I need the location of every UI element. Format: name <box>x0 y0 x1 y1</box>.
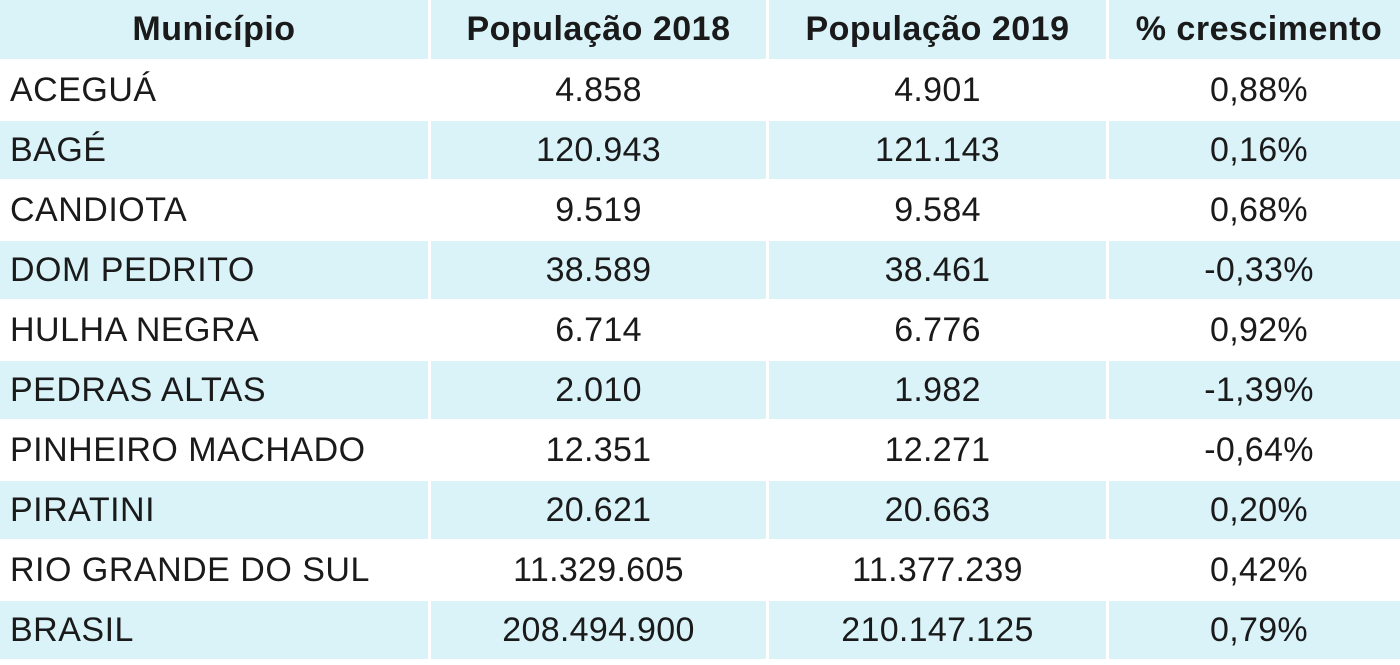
row-crescimento: 0,79% <box>1109 601 1400 661</box>
row-pop-2019: 20.663 <box>769 481 1106 541</box>
header-populacao-2019: População 2019 <box>769 0 1106 61</box>
row-pop-2018: 6.714 <box>431 301 766 361</box>
row-pop-2019: 11.377.239 <box>769 541 1106 601</box>
row-crescimento: 0,92% <box>1109 301 1400 361</box>
row-municipio: BAGÉ <box>0 121 428 181</box>
row-crescimento: 0,68% <box>1109 181 1400 241</box>
row-pop-2019: 121.143 <box>769 121 1106 181</box>
row-pop-2018: 9.519 <box>431 181 766 241</box>
row-municipio: HULHA NEGRA <box>0 301 428 361</box>
row-municipio: PIRATINI <box>0 481 428 541</box>
row-pop-2018: 120.943 <box>431 121 766 181</box>
row-municipio: BRASIL <box>0 601 428 661</box>
row-pop-2018: 4.858 <box>431 61 766 121</box>
row-pop-2019: 12.271 <box>769 421 1106 481</box>
header-municipio: Município <box>0 0 428 61</box>
row-pop-2018: 208.494.900 <box>431 601 766 661</box>
row-crescimento: 0,88% <box>1109 61 1400 121</box>
row-crescimento: 0,20% <box>1109 481 1400 541</box>
row-pop-2018: 12.351 <box>431 421 766 481</box>
row-municipio: PEDRAS ALTAS <box>0 361 428 421</box>
row-pop-2018: 20.621 <box>431 481 766 541</box>
row-municipio: CANDIOTA <box>0 181 428 241</box>
row-pop-2018: 2.010 <box>431 361 766 421</box>
row-pop-2018: 38.589 <box>431 241 766 301</box>
row-pop-2019: 9.584 <box>769 181 1106 241</box>
row-pop-2019: 1.982 <box>769 361 1106 421</box>
row-pop-2019: 4.901 <box>769 61 1106 121</box>
row-pop-2019: 6.776 <box>769 301 1106 361</box>
row-pop-2019: 38.461 <box>769 241 1106 301</box>
row-crescimento: 0,16% <box>1109 121 1400 181</box>
row-municipio: RIO GRANDE DO SUL <box>0 541 428 601</box>
row-pop-2019: 210.147.125 <box>769 601 1106 661</box>
row-municipio: PINHEIRO MACHADO <box>0 421 428 481</box>
row-pop-2018: 11.329.605 <box>431 541 766 601</box>
header-crescimento: % crescimento <box>1109 0 1400 61</box>
row-municipio: ACEGUÁ <box>0 61 428 121</box>
header-populacao-2018: População 2018 <box>431 0 766 61</box>
row-crescimento: -0,33% <box>1109 241 1400 301</box>
row-crescimento: -0,64% <box>1109 421 1400 481</box>
row-municipio: DOM PEDRITO <box>0 241 428 301</box>
row-crescimento: 0,42% <box>1109 541 1400 601</box>
row-crescimento: -1,39% <box>1109 361 1400 421</box>
